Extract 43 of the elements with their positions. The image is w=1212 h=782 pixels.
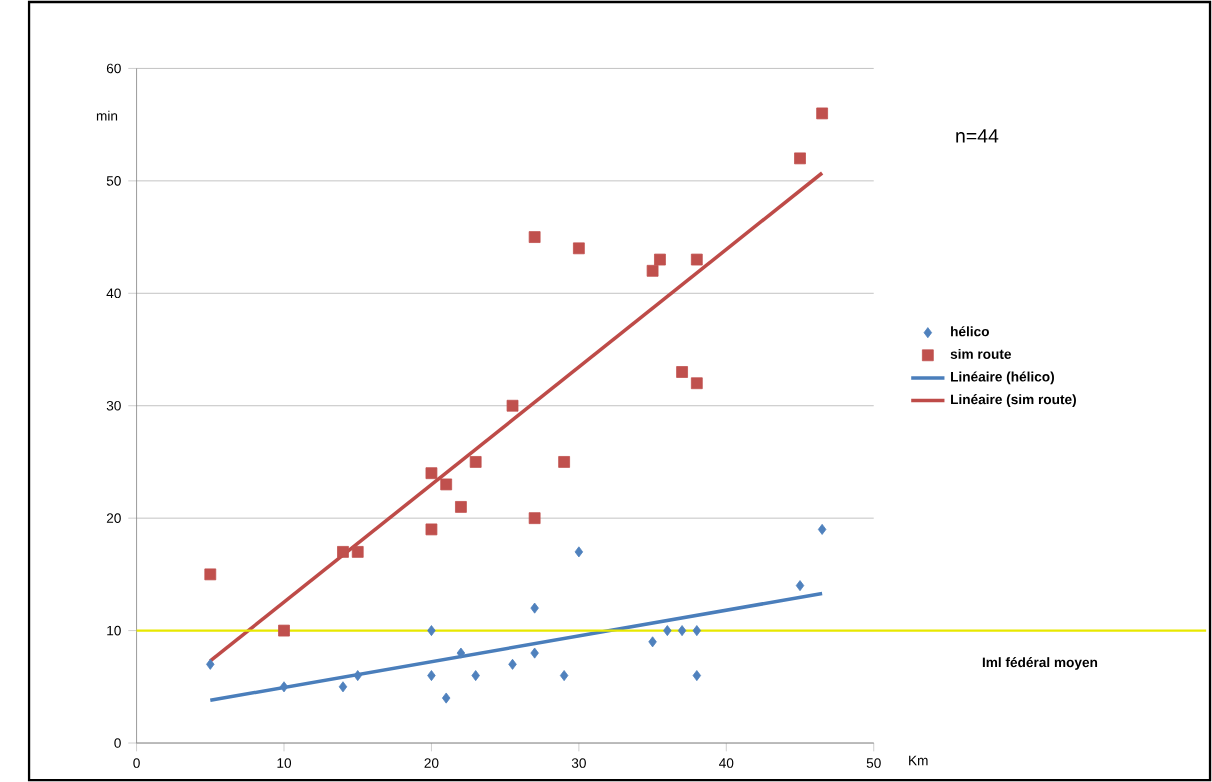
point: [817, 523, 827, 535]
point: [471, 670, 480, 681]
point: [204, 568, 217, 581]
point: [528, 512, 541, 524]
point: [573, 242, 585, 255]
point: [441, 692, 451, 704]
point: [690, 377, 703, 390]
point: [530, 602, 539, 614]
point: [646, 264, 659, 277]
point: [663, 625, 672, 636]
point: [816, 107, 828, 120]
text: n=44: [956, 129, 999, 143]
point: [425, 467, 438, 479]
point: [690, 253, 703, 266]
point: [456, 647, 466, 659]
point: [530, 647, 539, 659]
point: [795, 580, 805, 592]
point: [338, 681, 348, 693]
point: [654, 253, 666, 266]
point: [427, 670, 436, 681]
point: [692, 625, 702, 636]
point: [559, 670, 569, 681]
point: [508, 658, 517, 670]
point: [692, 670, 702, 681]
point: [528, 231, 541, 243]
point: [648, 636, 657, 648]
point: [337, 545, 349, 558]
point: [469, 456, 482, 468]
point: [558, 456, 570, 468]
point: [351, 545, 364, 558]
point: [794, 152, 806, 165]
point: [506, 399, 519, 412]
point: [278, 624, 290, 637]
point: [427, 625, 436, 636]
point: [353, 670, 362, 681]
point: [279, 681, 289, 693]
point: [425, 523, 438, 536]
point: [455, 500, 467, 513]
point: [574, 546, 584, 558]
point: [440, 478, 453, 491]
point: [676, 366, 688, 378]
point: [677, 625, 687, 636]
point: [206, 658, 215, 670]
